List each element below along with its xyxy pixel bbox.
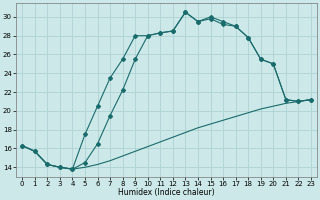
- X-axis label: Humidex (Indice chaleur): Humidex (Indice chaleur): [118, 188, 215, 197]
